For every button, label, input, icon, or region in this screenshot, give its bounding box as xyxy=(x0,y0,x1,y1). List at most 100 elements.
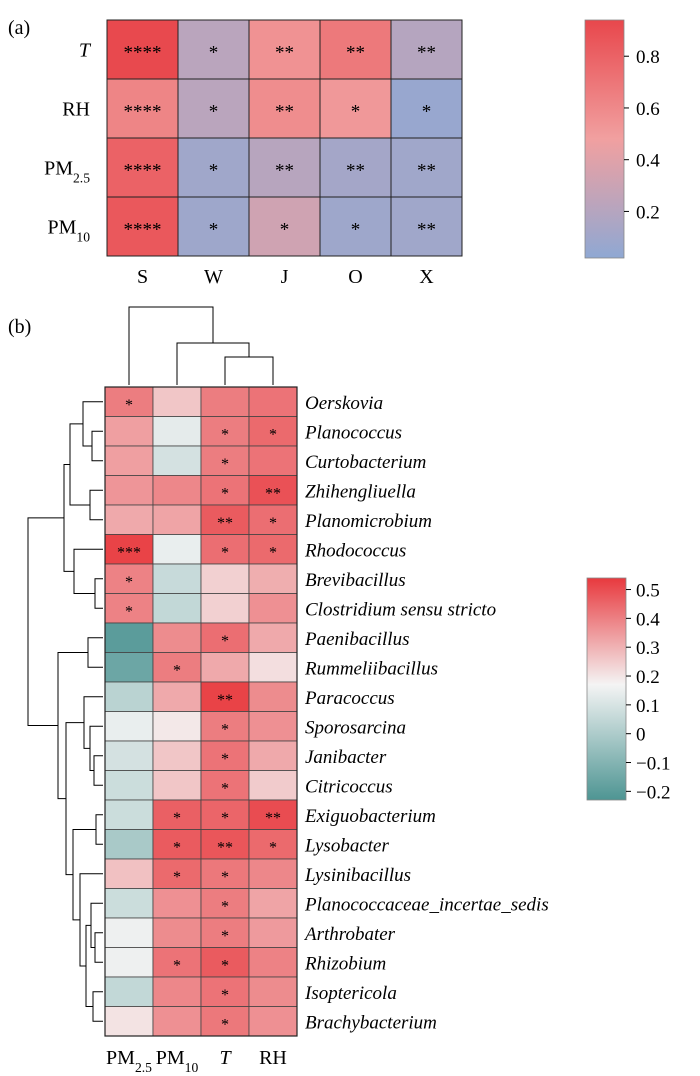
heatmap-b-cell xyxy=(248,888,298,919)
heatmap-a-cell xyxy=(177,19,250,80)
row-dendrogram-branch xyxy=(27,517,64,727)
significance-mark: * xyxy=(125,603,133,620)
heatmap-b-cell xyxy=(104,1006,154,1037)
significance-mark: * xyxy=(209,161,219,182)
heatmap-b-cell xyxy=(248,711,298,742)
heatmap-b-cell xyxy=(200,947,250,978)
heatmap-b-cell xyxy=(248,681,298,712)
heatmap-a-cell xyxy=(177,196,250,257)
significance-mark: * xyxy=(173,869,181,886)
significance-mark: * xyxy=(221,869,229,886)
row-label-a: RH xyxy=(62,99,90,121)
significance-mark: * xyxy=(173,662,181,679)
significance-mark: * xyxy=(209,102,219,123)
heatmap-b-cell xyxy=(200,475,250,506)
heatmap-b-cell xyxy=(104,534,154,565)
significance-mark: ** xyxy=(417,220,436,241)
significance-mark: ** xyxy=(275,43,294,64)
heatmap-b-cell xyxy=(200,829,250,860)
heatmap-b-cell xyxy=(200,445,250,476)
row-dendrogram-branch xyxy=(72,829,96,921)
heatmap-b-cell xyxy=(152,681,202,712)
column-label-b: T xyxy=(219,1047,232,1069)
heatmap-b-cell xyxy=(200,504,250,535)
column-label-a: W xyxy=(204,266,223,288)
significance-mark: * xyxy=(221,426,229,443)
column-label-b: PM10 xyxy=(156,1047,199,1075)
heatmap-b-cell xyxy=(104,799,154,830)
heatmap-a-cell xyxy=(248,19,321,80)
row-label-b: Arthrobater xyxy=(303,924,396,945)
significance-mark: * xyxy=(125,397,133,414)
heatmap-b-cell xyxy=(152,593,202,624)
row-dendrogram-branch xyxy=(89,725,103,771)
significance-mark: * xyxy=(221,987,229,1004)
row-dendrogram-branch xyxy=(65,722,84,876)
significance-mark: ** xyxy=(217,692,233,709)
colorbar-a-tick-label: 0.2 xyxy=(636,202,660,223)
row-dendrogram-branch xyxy=(89,489,103,521)
colorbar-b-tick-label: 0 xyxy=(636,725,646,746)
colorbar-a-tick-label: 0.4 xyxy=(636,151,660,172)
row-label-b: Rhodococcus xyxy=(304,540,406,561)
significance-mark: ** xyxy=(217,839,233,856)
heatmap-b-cell xyxy=(248,917,298,948)
heatmap-b-cell xyxy=(248,563,298,594)
significance-mark: * xyxy=(221,1016,229,1033)
significance-mark: * xyxy=(173,810,181,827)
heatmap-a-cell xyxy=(106,19,179,80)
significance-mark: * xyxy=(221,810,229,827)
heatmap-b-cell xyxy=(104,917,154,948)
significance-mark: * xyxy=(209,220,219,241)
heatmap-a-cell xyxy=(106,196,179,257)
significance-mark: * xyxy=(173,957,181,974)
significance-mark: *** xyxy=(117,544,141,561)
heatmap-a-cell xyxy=(177,137,250,198)
row-label-b: Oerskovia xyxy=(305,393,383,414)
heatmap-b-cell xyxy=(200,386,250,417)
panel-b: (b)** *** **** **** * *********** * *** ** ** ****… xyxy=(8,306,670,1075)
heatmap-b-cell xyxy=(104,475,154,506)
heatmap-b-cell xyxy=(248,386,298,417)
row-label-b: Exiguobacterium xyxy=(304,806,436,827)
column-label-a: O xyxy=(348,266,362,288)
heatmap-b-cell xyxy=(248,593,298,624)
row-label-b: Curtobacterium xyxy=(305,452,426,473)
row-dendrogram-branch xyxy=(94,932,103,963)
significance-mark: * xyxy=(221,456,229,473)
significance-mark: * xyxy=(221,780,229,797)
heatmap-b-cell xyxy=(248,445,298,476)
row-dendrogram-branch xyxy=(85,924,93,1007)
column-label-a: J xyxy=(281,266,289,288)
heatmap-b-cell xyxy=(248,976,298,1007)
heatmap-b-cell xyxy=(248,858,298,889)
row-label-b: Brevibacillus xyxy=(305,570,406,591)
heatmap-b-cell xyxy=(200,858,250,889)
significance-mark: * xyxy=(221,485,229,502)
heatmap-b-cell xyxy=(152,534,202,565)
column-label-a: X xyxy=(419,266,434,288)
significance-mark: * xyxy=(221,721,229,738)
significance-mark: * xyxy=(221,633,229,650)
heatmap-b-cell xyxy=(104,740,154,771)
heatmap-b-cell xyxy=(200,563,250,594)
heatmap-b-cell xyxy=(152,386,202,417)
column-dendrogram-branch xyxy=(128,306,214,385)
heatmap-b-cell xyxy=(152,652,202,683)
heatmap-a-cell xyxy=(319,19,392,80)
colorbar-b xyxy=(586,577,627,801)
heatmap-b-cell xyxy=(152,888,202,919)
row-label-b: Janibacter xyxy=(305,747,387,768)
row-label-b: Planococcus xyxy=(304,422,402,443)
significance-mark: ** xyxy=(275,102,294,123)
heatmap-b-cell xyxy=(104,858,154,889)
heatmap-a-cell xyxy=(390,78,463,139)
row-label-b: Planococcaceae_incertae_sedis xyxy=(304,894,549,915)
column-dendrogram-branch xyxy=(224,356,274,385)
colorbar-a xyxy=(584,19,625,259)
heatmap-a-cell xyxy=(248,78,321,139)
significance-mark: * xyxy=(269,544,277,561)
heatmap-b-cell xyxy=(152,416,202,447)
row-label-b: Zhihengliuella xyxy=(305,481,416,502)
significance-mark: * xyxy=(125,574,133,591)
